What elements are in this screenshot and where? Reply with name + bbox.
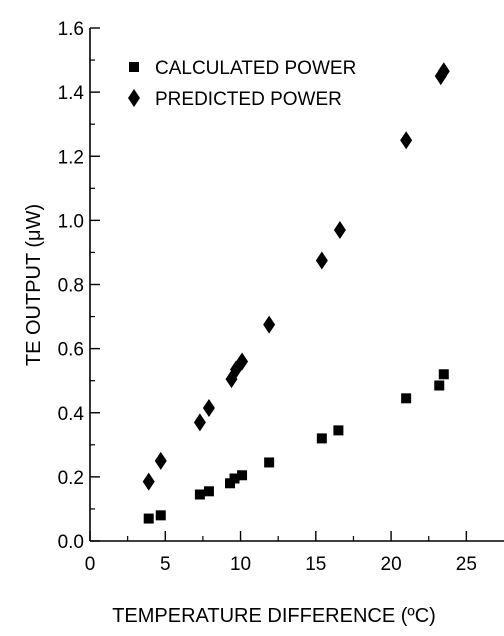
predicted-power-point <box>142 472 155 491</box>
predicted-power-point <box>202 398 215 417</box>
data-marks <box>142 62 450 524</box>
calculated-power-point <box>316 433 327 444</box>
legend-label-predicted-power: PREDICTED POWER <box>155 89 342 110</box>
calculated-power-point <box>143 513 154 524</box>
y-tick-label: 1.6 <box>58 19 84 40</box>
calculated-power-point <box>438 369 449 380</box>
legend: CALCULATED POWER PREDICTED POWER <box>128 58 356 110</box>
legend-label-calculated-power: CALCULATED POWER <box>155 58 356 79</box>
x-tick-label: 0 <box>85 554 96 575</box>
x-tick-label: 15 <box>305 554 326 575</box>
y-tick-label: 0.4 <box>58 404 85 425</box>
predicted-power-point <box>437 62 450 81</box>
predicted-power-point <box>263 315 276 334</box>
y-tick-label: 1.4 <box>58 83 85 104</box>
series-calculated-power <box>143 369 449 524</box>
x-tick-label: 10 <box>230 554 251 575</box>
predicted-power-point <box>236 352 249 371</box>
legend-square-marker <box>129 62 139 72</box>
calculated-power-point <box>155 510 166 521</box>
predicted-power-point <box>333 220 346 239</box>
y-axis-ticks: 0.0 0.2 0.4 0.6 0.8 1.0 1.2 1.4 1.6 <box>58 19 100 553</box>
series-predicted-power <box>142 62 450 491</box>
calculated-power-point <box>229 473 240 484</box>
x-axis-label: TEMPERATURE DIFFERENCE (ºC) <box>112 605 436 627</box>
x-tick-label: 20 <box>381 554 402 575</box>
y-tick-label: 0.0 <box>58 532 84 553</box>
calculated-power-point <box>194 489 205 500</box>
x-axis-ticks: 0 5 10 15 20 25 <box>85 531 477 575</box>
y-tick-label: 1.2 <box>58 147 84 168</box>
y-tick-label: 1.0 <box>58 211 84 232</box>
legend-diamond-marker <box>128 89 140 107</box>
predicted-power-point <box>154 451 167 470</box>
predicted-power-point <box>400 131 413 150</box>
x-tick-label: 25 <box>456 554 477 575</box>
predicted-power-point <box>193 413 206 432</box>
calculated-power-point <box>264 457 275 468</box>
calculated-power-point <box>237 470 248 481</box>
y-tick-label: 0.2 <box>58 468 84 489</box>
predicted-power-point <box>315 251 328 270</box>
x-tick-label: 5 <box>160 554 171 575</box>
y-tick-label: 0.6 <box>58 340 84 361</box>
calculated-power-point <box>203 486 214 497</box>
calculated-power-point <box>434 380 445 391</box>
y-axis-label: TE OUTPUT (μW) <box>23 204 45 366</box>
calculated-power-point <box>401 393 412 404</box>
calculated-power-point <box>333 425 344 436</box>
y-tick-label: 0.8 <box>58 276 84 297</box>
